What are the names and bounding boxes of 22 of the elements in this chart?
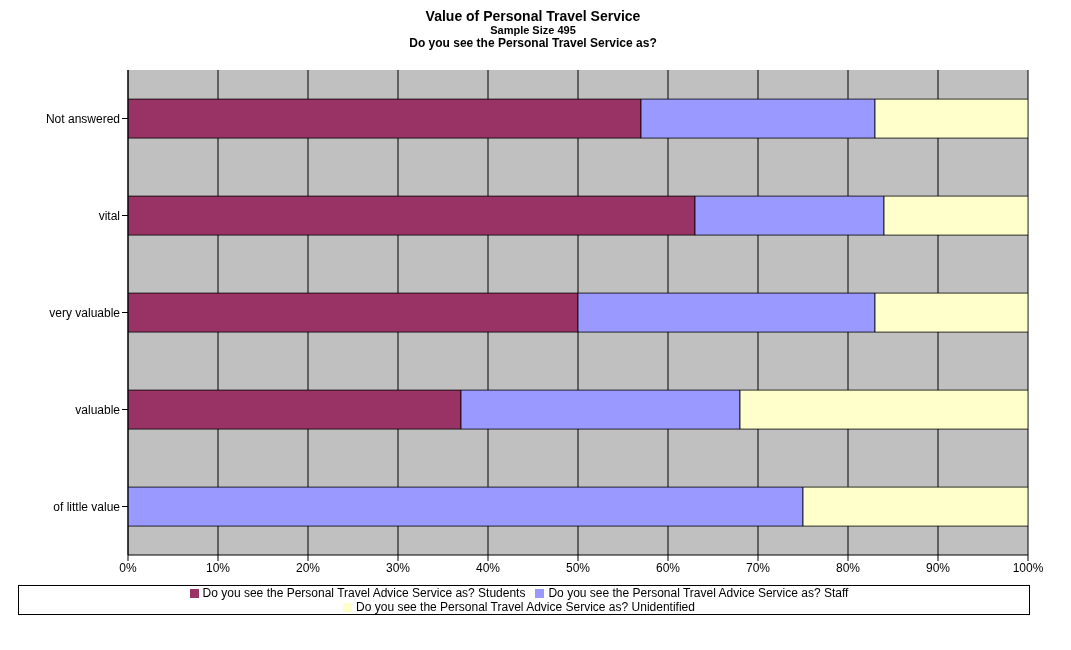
y-tick-label: valuable (75, 402, 121, 417)
y-tick-label: Not answered (45, 111, 120, 126)
legend-label: Do you see the Personal Travel Advice Service as? Students (202, 586, 526, 600)
y-tick-label: of little value (53, 499, 121, 514)
chart-title: Value of Personal Travel Service (424, 8, 642, 24)
x-tick-label: 50% (565, 560, 591, 575)
legend-label: Do you see the Personal Travel Advice Service as? Unidentified (356, 600, 695, 614)
x-tick-label: 60% (655, 560, 681, 575)
text: Do you see the Personal Travel Service as? (408, 36, 658, 50)
x-tick-label: 30% (385, 560, 411, 575)
x-tick-label: 10% (205, 560, 231, 575)
y-tick-label: vital (98, 208, 120, 223)
x-tick-label: 40% (475, 560, 501, 575)
y-tick-label: very valuable (49, 305, 121, 320)
x-tick-label: 0% (119, 560, 137, 575)
x-tick-label: 20% (295, 560, 321, 575)
x-tick-label: 90% (925, 560, 951, 575)
x-tick-label: 80% (835, 560, 861, 575)
legend-label: Do you see the Personal Travel Advice Service as? Staff (548, 586, 849, 600)
chart-subtitle: Sample Size 495 (489, 24, 577, 36)
x-tick-label: 70% (745, 560, 771, 575)
x-tick-label: 100% (1012, 560, 1044, 575)
